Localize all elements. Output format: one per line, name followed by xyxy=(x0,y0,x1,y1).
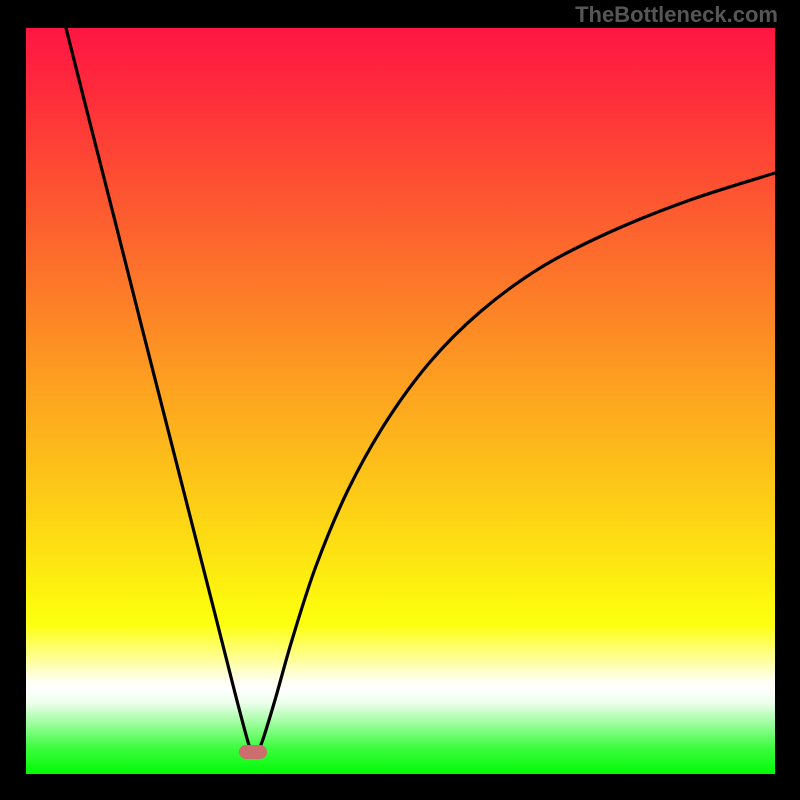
bottleneck-curve xyxy=(26,28,775,774)
optimal-marker xyxy=(239,745,267,759)
watermark-text: TheBottleneck.com xyxy=(575,2,778,28)
plot-area xyxy=(26,28,775,774)
